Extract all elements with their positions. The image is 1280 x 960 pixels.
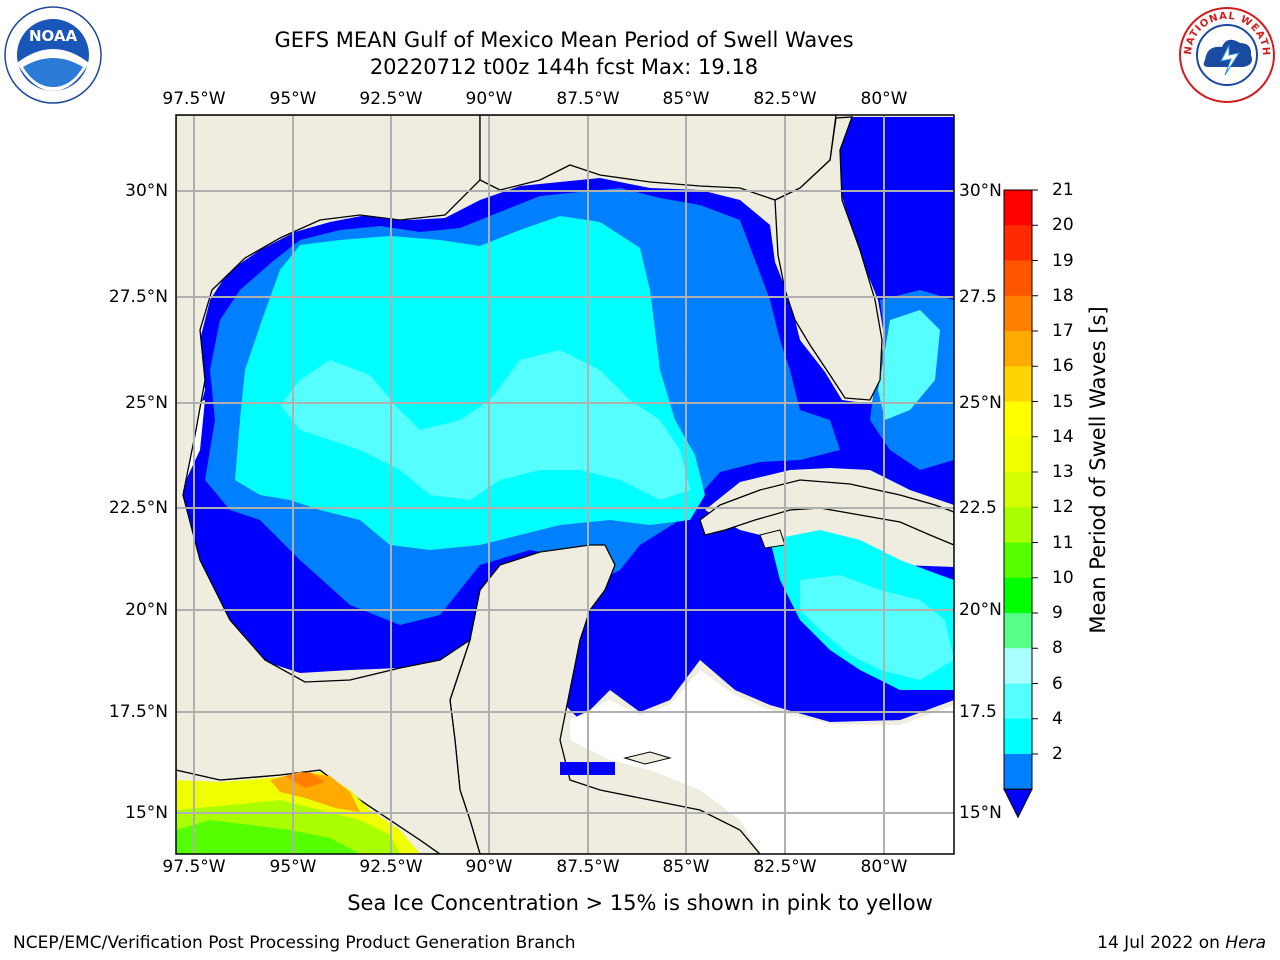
lon-label-top: 87.5°W [556, 89, 620, 109]
lon-label-top: 90°W [465, 89, 513, 109]
colorbar-tick-label: 4 [1052, 708, 1063, 729]
lon-label-bottom: 82.5°W [753, 857, 817, 877]
colorbar-swatch [1004, 401, 1032, 438]
lat-label-right: 22.5 [959, 498, 997, 518]
lon-label-top: 80°W [860, 89, 908, 109]
colorbar-swatch [1004, 683, 1032, 720]
lat-label-right: 15°N [959, 803, 1002, 823]
colorbar-tick-label: 6 [1052, 673, 1063, 694]
lon-label-top: 85°W [662, 89, 710, 109]
lon-label-bottom: 80°W [860, 857, 908, 877]
colorbar-tick-label: 11 [1052, 532, 1074, 553]
lon-label-top: 82.5°W [753, 89, 817, 109]
colorbar-label: Mean Period of Swell Waves [s] [1086, 306, 1110, 634]
lon-label-bottom: 90°W [465, 857, 513, 877]
colorbar-swatch [1004, 295, 1032, 332]
colorbar-tick-label: 10 [1052, 567, 1074, 588]
lat-label-right: 30°N [959, 181, 1002, 201]
colorbar-swatch [1004, 190, 1032, 226]
lat-label-left: 30°N [125, 181, 168, 201]
lat-label-right: 17.5 [959, 702, 997, 722]
lat-label-right: 25°N [959, 393, 1002, 413]
colorbar-swatch [1004, 472, 1032, 508]
colorbar-tick-label: 12 [1052, 497, 1074, 518]
credit-text: NCEP/EMC/Verification Post Processing Pr… [13, 933, 576, 953]
colorbar-swatch [1004, 260, 1032, 297]
colorbar-swatch [1004, 718, 1032, 755]
lat-label-right: 20°N [959, 600, 1002, 620]
caribbean-swell-8s [800, 575, 954, 680]
noaa-logo: NOAA [4, 6, 102, 104]
land-cuba [699, 479, 954, 546]
no-data-caribbean [570, 670, 954, 854]
land-us-gulf-coast [479, 115, 837, 201]
lon-label-bottom: 92.5°W [359, 857, 423, 877]
colorbar-swatch [1004, 613, 1032, 649]
colorbar-extend-triangle [1003, 788, 1033, 819]
colorbar-tick-label: 13 [1052, 462, 1074, 482]
lon-label-top: 97.5°W [162, 89, 226, 109]
noaa-logo-text: NOAA [29, 27, 78, 45]
colorbar-swatch [1004, 648, 1032, 684]
lat-label-left: 22.5°N [108, 498, 168, 518]
lon-label-bottom: 97.5°W [162, 857, 226, 877]
lat-label-left: 17.5°N [108, 702, 168, 722]
lat-label-left: 25°N [125, 393, 168, 413]
colorbar-frame [1003, 189, 1033, 790]
colorbar-tick-label: 18 [1052, 285, 1074, 306]
colorbar [1003, 189, 1038, 819]
sea-ice-footnote: Sea Ice Concentration > 15% is shown in … [347, 891, 933, 915]
colorbar-tick-label: 16 [1052, 356, 1074, 377]
colorbar-swatch [1004, 436, 1032, 473]
colorbar-tick-label: 19 [1052, 250, 1074, 271]
map-frame [175, 114, 955, 855]
lat-label-left: 15°N [125, 803, 168, 823]
colorbar-swatch [1004, 507, 1032, 543]
nws-logo: NATIONAL WEATHER SERVICE [1177, 5, 1275, 103]
colorbar-tick-label: 8 [1052, 638, 1063, 659]
lat-label-left: 27.5°N [108, 287, 168, 307]
ice-swell-green-dark [176, 820, 360, 854]
colorbar-tick-label: 17 [1052, 321, 1074, 341]
colorbar-tick-label: 21 [1052, 180, 1074, 200]
lon-label-bottom: 95°W [269, 857, 317, 877]
chart-title: GEFS MEAN Gulf of Mexico Mean Period of … [274, 28, 854, 52]
colorbar-swatch [1004, 366, 1032, 402]
chart-subtitle: 20220712 t00z 144h fcst Max: 19.18 [369, 55, 759, 79]
lon-label-bottom: 85°W [662, 857, 710, 877]
colorbar-tick-label: 14 [1052, 426, 1074, 447]
colorbar-swatch [1004, 754, 1032, 790]
host-name: Hera [1225, 933, 1266, 953]
lon-label-top: 92.5°W [359, 89, 423, 109]
lat-label-left: 20°N [125, 600, 168, 620]
date-text: 14 Jul 2022 on Hera [1097, 933, 1266, 953]
lon-label-top: 95°W [269, 89, 317, 109]
ice-swell-red [285, 772, 325, 788]
colorbar-tick-label: 2 [1052, 744, 1063, 764]
lat-label-right: 27.5 [959, 287, 997, 307]
colorbar-swatch [1004, 577, 1032, 614]
gridlines [176, 115, 954, 854]
colorbar-swatch [1004, 542, 1032, 579]
colorbar-tick-label: 9 [1052, 603, 1063, 623]
colorbar-tick-label: 15 [1052, 391, 1074, 412]
lon-label-bottom: 87.5°W [556, 857, 620, 877]
atlantic-swell-6s [878, 310, 940, 420]
land-jamaica [623, 751, 672, 765]
colorbar-tick-label: 20 [1052, 215, 1074, 236]
colorbar-swatch [1004, 225, 1032, 261]
colorbar-swatch [1004, 331, 1032, 367]
date-value: 14 Jul 2022 on [1097, 933, 1220, 953]
